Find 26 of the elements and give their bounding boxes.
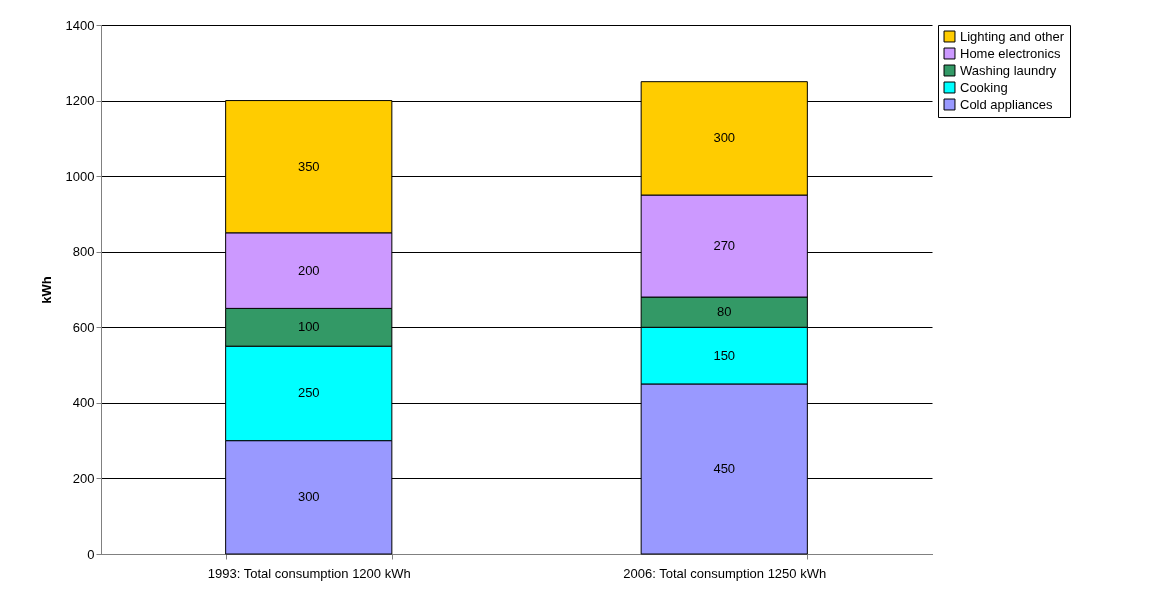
y-tick-label: 800 xyxy=(72,244,95,260)
y-tick-label: 1200 xyxy=(65,93,95,109)
data-label: 270 xyxy=(713,238,736,254)
legend-label: Cooking xyxy=(960,79,1008,95)
data-label: 350 xyxy=(297,158,320,174)
legend-label: Cold appliances xyxy=(960,96,1053,112)
legend-label: Home electronics xyxy=(960,45,1061,61)
y-tick-label: 0 xyxy=(87,546,95,562)
y-axis-title: kWh xyxy=(38,276,54,304)
legend-label: Washing laundry xyxy=(960,62,1057,78)
data-label: 200 xyxy=(297,262,320,278)
y-tick-label: 1400 xyxy=(65,17,95,33)
x-tick-label: 1993: Total consumption 1200 kWh xyxy=(207,565,411,581)
legend-label: Lighting and other xyxy=(960,28,1065,44)
data-label: 150 xyxy=(713,347,736,363)
y-tick-label: 600 xyxy=(72,319,95,335)
data-label: 300 xyxy=(713,130,736,146)
x-tick-label: 2006: Total consumption 1250 kWh xyxy=(623,565,827,581)
data-label: 250 xyxy=(297,385,320,401)
data-label: 300 xyxy=(297,489,320,505)
data-label: 450 xyxy=(713,460,736,476)
y-tick-label: 200 xyxy=(72,470,95,486)
y-tick-label: 400 xyxy=(72,395,95,411)
data-label: 100 xyxy=(297,319,320,335)
y-tick-label: 1000 xyxy=(65,168,95,184)
data-label: 80 xyxy=(717,304,732,320)
